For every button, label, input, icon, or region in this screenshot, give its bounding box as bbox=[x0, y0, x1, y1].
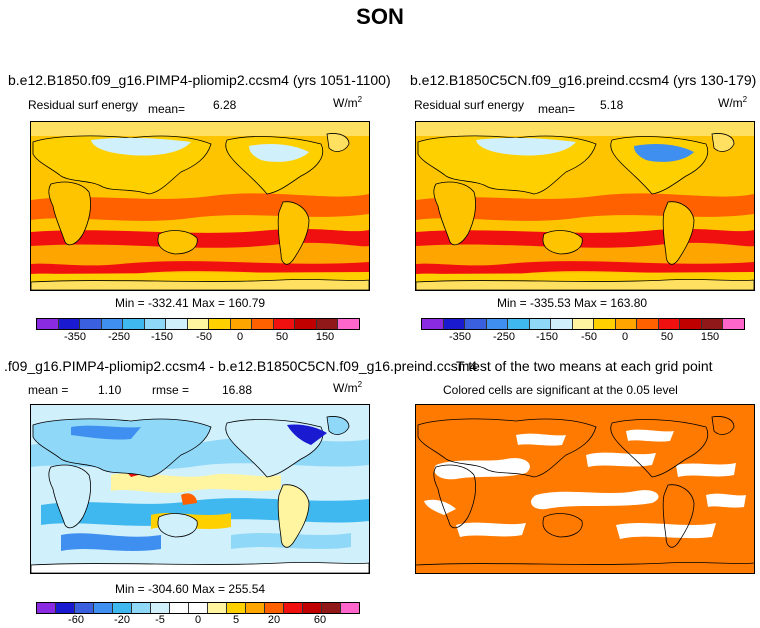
colorbar-ticks-bottom-left: -60 -20 -5 0 5 20 60 bbox=[36, 614, 358, 628]
figure-title: SON bbox=[356, 4, 404, 29]
tick-label: -50 bbox=[581, 331, 597, 343]
panel-title-top-left: b.e12.B1850.f09_g16.PIMP4-pliomip2.ccsm4… bbox=[8, 72, 391, 88]
panel-subtitle-bottom-right: Colored cells are significant at the 0.0… bbox=[443, 383, 678, 397]
tick-label: 0 bbox=[621, 331, 629, 343]
colorbar-top-right bbox=[421, 318, 745, 330]
tick-label: -350 bbox=[448, 331, 472, 343]
tick-label: -60 bbox=[68, 614, 84, 626]
mean-value-top-right: 5.18 bbox=[600, 98, 624, 112]
map-bottom-right bbox=[415, 404, 755, 574]
tick-label: 150 bbox=[700, 331, 720, 343]
map-top-right bbox=[415, 121, 755, 291]
units-bottom-left: W/m2 bbox=[333, 380, 363, 395]
mean-label-top-right: mean= bbox=[538, 102, 576, 116]
tick-label: 20 bbox=[267, 614, 281, 626]
tick-label: 0 bbox=[194, 614, 202, 626]
units-top-right: W/m2 bbox=[718, 95, 748, 110]
rmse-label-bottom-left: rmse = bbox=[152, 383, 190, 397]
tick-label: 5 bbox=[232, 614, 240, 626]
panel-title-bottom-left: .f09_g16.PIMP4-pliomip2.ccsm4 - b.e12.B1… bbox=[4, 358, 478, 374]
mean-label-bottom-left: mean = bbox=[28, 383, 69, 397]
tick-label: -5 bbox=[155, 614, 165, 626]
field-label-top-left: Residual surf energy bbox=[28, 98, 139, 112]
minmax-top-right: Min = -335.53 Max = 163.80 bbox=[497, 296, 648, 310]
tick-label: 50 bbox=[660, 331, 674, 343]
mean-label-top-left: mean= bbox=[148, 102, 186, 116]
rmse-value-bottom-left: 16.88 bbox=[222, 383, 253, 397]
colorbar-top-left bbox=[36, 318, 360, 330]
panel-title-top-right: b.e12.B1850C5CN.f09_g16.preind.ccsm4 (yr… bbox=[410, 72, 757, 88]
tick-label: -250 bbox=[107, 331, 131, 343]
map-top-left bbox=[30, 121, 370, 291]
colorbar-ticks-top-left: -350 -250 -150 -50 0 50 150 bbox=[36, 331, 358, 345]
panel-title-bottom-right: T test of the two means at each grid poi… bbox=[456, 358, 713, 374]
map-bottom-left bbox=[30, 404, 370, 574]
tick-label: 50 bbox=[275, 331, 289, 343]
minmax-bottom-left: Min = -304.60 Max = 255.54 bbox=[115, 582, 266, 596]
tick-label: -150 bbox=[535, 331, 559, 343]
mean-value-bottom-left: 1.10 bbox=[98, 383, 122, 397]
units-top-left: W/m2 bbox=[333, 95, 363, 110]
tick-label: -50 bbox=[196, 331, 212, 343]
tick-label: 60 bbox=[313, 614, 327, 626]
tick-label: 150 bbox=[315, 331, 335, 343]
minmax-top-left: Min = -332.41 Max = 160.79 bbox=[115, 296, 266, 310]
colorbar-ticks-top-right: -350 -250 -150 -50 0 50 150 bbox=[421, 331, 743, 345]
tick-label: -150 bbox=[150, 331, 174, 343]
field-label-top-right: Residual surf energy bbox=[414, 98, 525, 112]
colorbar-bottom-left bbox=[36, 602, 360, 614]
mean-value-top-left: 6.28 bbox=[213, 98, 237, 112]
tick-label: -250 bbox=[492, 331, 516, 343]
tick-label: -20 bbox=[114, 614, 130, 626]
tick-label: -350 bbox=[63, 331, 87, 343]
tick-label: 0 bbox=[236, 331, 244, 343]
